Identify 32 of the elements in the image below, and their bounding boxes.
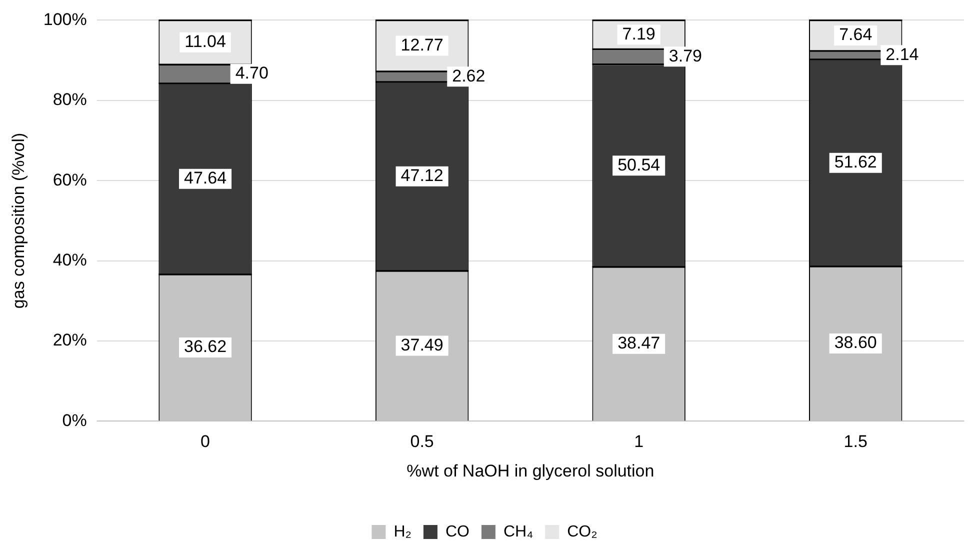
data-label: 12.77: [400, 35, 444, 54]
y-tick-label: 100%: [43, 10, 87, 29]
legend-label: CO: [445, 523, 470, 540]
legend-label: CO₂: [567, 523, 598, 540]
x-axis-title: %wt of NaOH in glycerol solution: [406, 461, 654, 480]
x-tick-label: 0: [200, 432, 210, 452]
y-tick-label: 40%: [52, 250, 87, 270]
data-label: 38.47: [618, 334, 660, 353]
y-tick-label: 60%: [52, 170, 87, 190]
data-label: 4.70: [235, 64, 268, 83]
data-label: 37.49: [400, 335, 444, 354]
y-tick-label: 80%: [52, 90, 87, 110]
y-axis-title: gas composition (%vol): [8, 132, 28, 309]
data-label: 51.62: [834, 152, 877, 172]
data-label: 36.62: [184, 337, 227, 356]
x-tick-label: 1: [634, 432, 644, 452]
y-tick-label: 0%: [62, 410, 87, 430]
data-label: 2.62: [452, 66, 486, 86]
data-label: 38.60: [834, 333, 877, 352]
data-label: 47.64: [184, 168, 227, 188]
x-tick-label: 0.5: [410, 432, 434, 452]
y-tick-label: 20%: [52, 330, 87, 350]
data-label: 47.12: [400, 166, 444, 186]
x-tick-label: 1.5: [844, 432, 868, 452]
data-label: 50.54: [618, 155, 660, 174]
legend-label: CH₄: [503, 523, 534, 540]
data-label: 2.14: [886, 44, 919, 64]
data-label: 3.79: [668, 46, 702, 66]
data-label: 7.19: [622, 24, 656, 44]
data-label: 7.64: [839, 25, 872, 44]
data-label: 11.04: [184, 32, 226, 52]
legend-label: H₂: [394, 523, 412, 540]
